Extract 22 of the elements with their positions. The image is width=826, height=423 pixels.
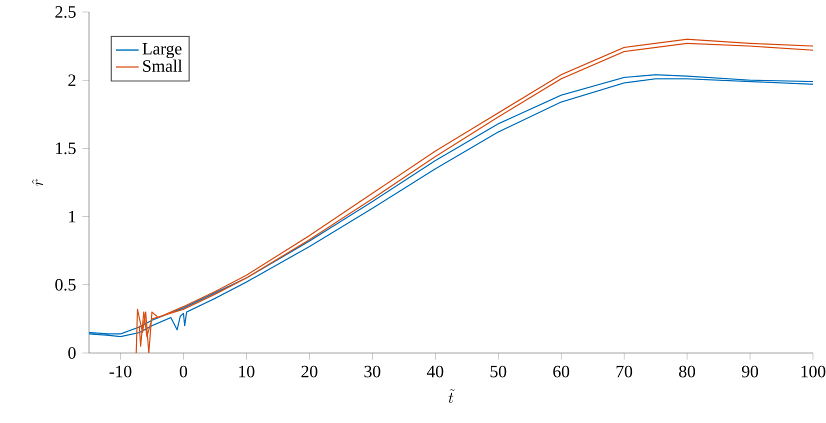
x-tick-label: 60: [553, 366, 570, 378]
x-tick-label: 20: [301, 366, 318, 378]
x-axis-title: $\tilde{t}$: [448, 389, 455, 403]
x-tick-label: 30: [364, 366, 380, 378]
y-tick-label: 1.5: [56, 142, 76, 154]
x-tick-label: 80: [679, 366, 696, 378]
x-tick-label: -10: [110, 366, 132, 378]
legend-label: Small: [143, 60, 182, 72]
y-tick-label: 2: [68, 74, 76, 86]
y-tick-label: 2.5: [55, 6, 76, 18]
x-tick-label: 50: [490, 366, 506, 378]
x-tick-label: 10: [239, 366, 254, 378]
x-tick-label: 90: [742, 366, 758, 378]
x-tick-label: 40: [426, 366, 444, 378]
x-tick-label: 100: [802, 366, 826, 378]
x-tick-label: 70: [616, 366, 632, 378]
y-tick-label: 0: [68, 347, 76, 359]
y-tick-label: 1: [69, 210, 76, 222]
x-tick-label: 0: [180, 366, 188, 378]
y-axis-title: $\hat{r}$: [32, 179, 43, 186]
legend-label: Large: [142, 43, 182, 58]
y-tick-label: 0.5: [55, 278, 76, 291]
